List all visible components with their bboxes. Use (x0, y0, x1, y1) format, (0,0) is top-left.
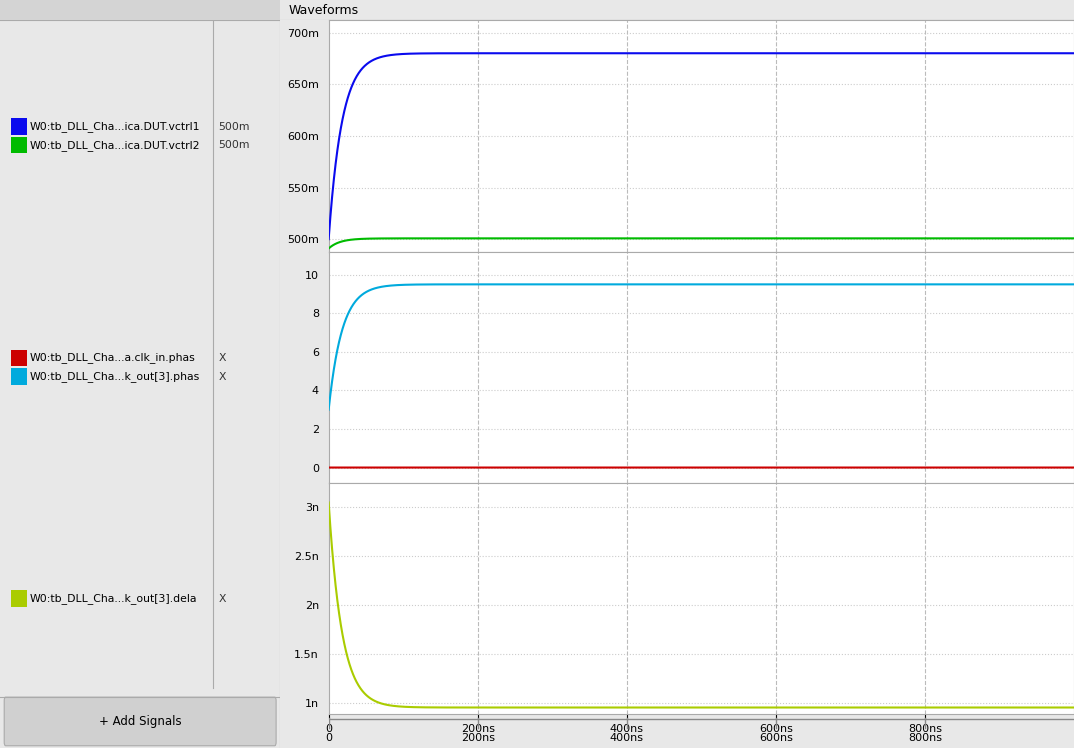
Text: W0:tb_DLL_Cha...k_out[3].dela: W0:tb_DLL_Cha...k_out[3].dela (29, 593, 197, 604)
Text: 200ns: 200ns (461, 733, 495, 743)
Text: 0: 0 (325, 733, 332, 743)
Text: Values: Values (224, 4, 265, 16)
FancyBboxPatch shape (4, 697, 276, 746)
Text: X: X (219, 353, 227, 363)
Text: X: X (219, 594, 227, 604)
Text: W0:tb_DLL_Cha...k_out[3].phas: W0:tb_DLL_Cha...k_out[3].phas (29, 371, 200, 382)
Bar (11, 118, 27, 135)
Text: W0:tb_DLL_Cha...a.clk_in.phas: W0:tb_DLL_Cha...a.clk_in.phas (29, 352, 195, 364)
Text: W0:tb_DLL_Cha...ica.DUT.vctrl1: W0:tb_DLL_Cha...ica.DUT.vctrl1 (29, 121, 200, 132)
Bar (11, 590, 27, 607)
Bar (11, 350, 27, 367)
Bar (11, 369, 27, 384)
Text: X: X (219, 372, 227, 381)
Text: W0:tb_DLL_Cha...ica.DUT.vctrl2: W0:tb_DLL_Cha...ica.DUT.vctrl2 (29, 140, 200, 150)
Text: 800ns: 800ns (908, 733, 942, 743)
Text: Signals: Signals (11, 4, 56, 16)
Bar (11, 137, 27, 153)
Text: Waveforms: Waveforms (288, 4, 359, 16)
Text: 600ns: 600ns (759, 733, 793, 743)
Text: 400ns: 400ns (610, 733, 643, 743)
Text: 500m: 500m (219, 121, 250, 132)
Text: + Add Signals: + Add Signals (99, 715, 182, 728)
Bar (0, 0, 280, 20)
Text: 500m: 500m (219, 140, 250, 150)
